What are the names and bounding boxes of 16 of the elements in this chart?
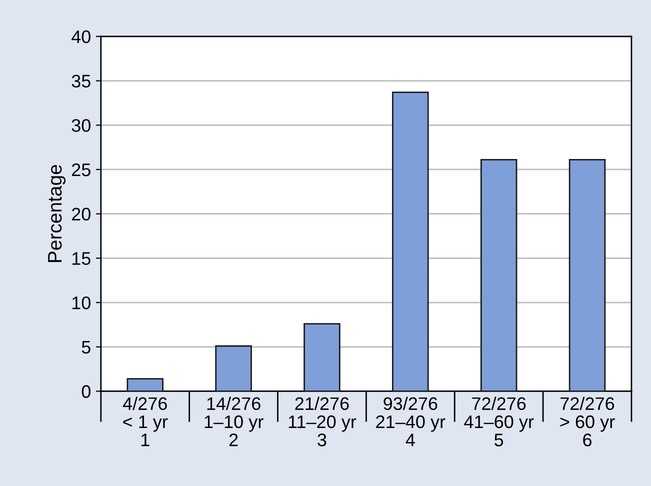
x-tick-label: 21/276 11–20 yr 3: [288, 396, 356, 446]
y-tick-label: 5: [82, 341, 90, 354]
y-axis-title: Percentage: [48, 164, 66, 262]
x-tick-label: 72/276 > 60 yr 6: [560, 396, 615, 446]
y-tick-label: 0: [82, 385, 90, 398]
x-tick-label: 14/276 1–10 yr 2: [204, 396, 264, 446]
y-tick-label: 40: [72, 30, 90, 44]
y-tick-label: 30: [72, 119, 90, 132]
y-tick-label: 10: [72, 296, 90, 310]
y-tick-label: 25: [72, 163, 90, 176]
y-tick-label: 20: [72, 208, 90, 221]
y-tick-label: 15: [72, 252, 90, 265]
x-tick-label: 72/276 41–60 yr 5: [464, 396, 534, 446]
y-tick-label: 35: [72, 74, 90, 88]
x-tick-label: 93/276 21–40 yr 4: [376, 396, 446, 446]
x-tick-label: 4/276 < 1 yr 1: [122, 396, 168, 446]
